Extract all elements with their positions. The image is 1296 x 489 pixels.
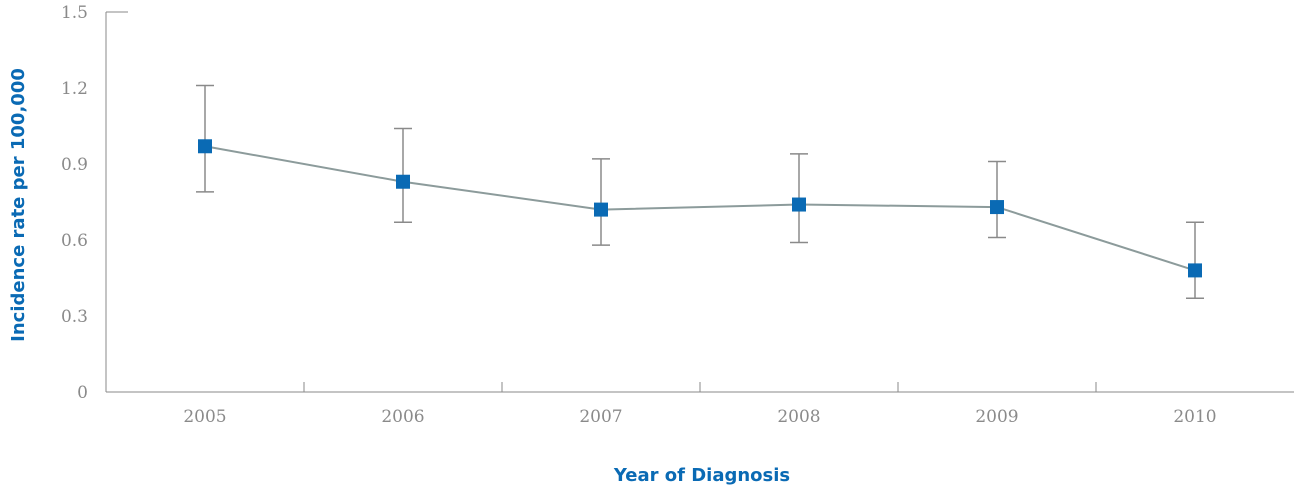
series-line [204, 145, 1196, 272]
y-tick-label-0: 0 [77, 383, 88, 403]
x-tick-label-2005: 2005 [183, 407, 226, 427]
y-axis-title: Incidence rate per 100,000 [8, 68, 29, 342]
data-point-2010 [1188, 263, 1202, 278]
data-point-2008 [792, 197, 806, 212]
x-tick-label-2006: 2006 [381, 407, 424, 427]
data-point-2009 [990, 200, 1004, 215]
data-point-2006 [396, 174, 410, 189]
error-bars [196, 84, 1204, 300]
y-tick-label-1: 0.3 [61, 307, 88, 327]
x-tick-marks [303, 382, 1097, 392]
data-point-2007 [594, 202, 608, 217]
error-bar-2010 [1186, 221, 1204, 300]
x-tick-label-2009: 2009 [975, 407, 1018, 427]
x-tick-labels: 2005 2006 2007 2008 2009 2010 [183, 407, 1216, 427]
data-point-2005 [198, 139, 212, 154]
x-axis-title: Year of Diagnosis [613, 465, 790, 486]
data-markers [198, 139, 1202, 278]
x-tick-label-2008: 2008 [777, 407, 820, 427]
error-bar-2007 [592, 158, 610, 246]
y-tick-label-5: 1.5 [61, 3, 88, 23]
y-tick-label-3: 0.9 [61, 155, 88, 175]
y-tick-label-4: 1.2 [61, 79, 88, 99]
error-bar-2009 [988, 160, 1006, 239]
y-tick-label-2: 0.6 [61, 231, 88, 251]
error-bar-2005 [196, 84, 214, 193]
y-tick-labels: 0 0.3 0.6 0.9 1.2 1.5 [61, 3, 88, 403]
axes [105, 11, 1294, 393]
x-tick-label-2007: 2007 [579, 407, 622, 427]
x-tick-label-2010: 2010 [1173, 407, 1216, 427]
